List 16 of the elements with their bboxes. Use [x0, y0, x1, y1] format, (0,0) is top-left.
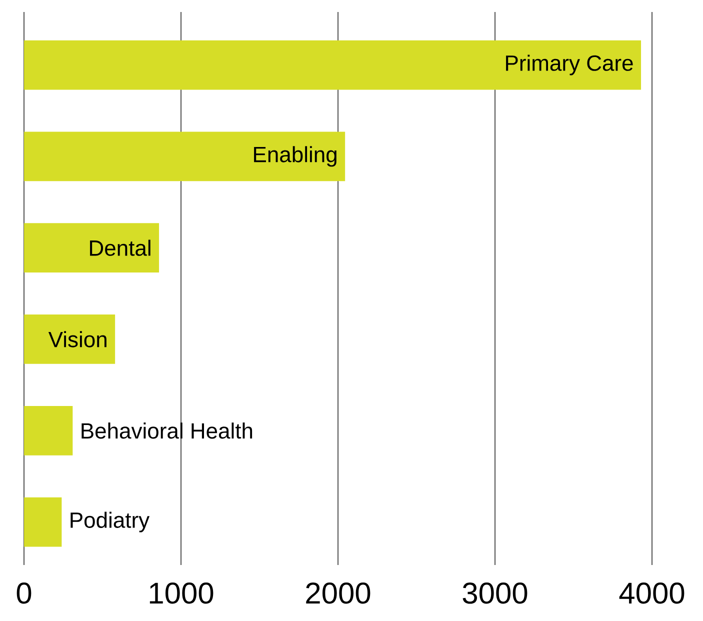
y-tick-label: Dental: [90, 240, 150, 256]
bar: [24, 497, 62, 547]
y-tick-label: Vision: [48, 331, 106, 348]
bar: [24, 223, 160, 273]
x-tick-label: 3000: [462, 582, 528, 604]
y-tick-label: Primary Care: [506, 54, 633, 76]
bar: [24, 132, 346, 182]
bar: [24, 314, 116, 364]
x-tick-label: 4000: [619, 582, 684, 604]
y-tick-label: Podiatry: [70, 512, 150, 532]
x-tick-label: 2000: [306, 582, 370, 604]
bar: [24, 406, 73, 456]
x-tick-label: 0: [16, 582, 32, 604]
bar: [24, 40, 642, 90]
y-tick-label: Enabling: [254, 146, 336, 167]
x-tick-label: 1000: [150, 582, 214, 604]
